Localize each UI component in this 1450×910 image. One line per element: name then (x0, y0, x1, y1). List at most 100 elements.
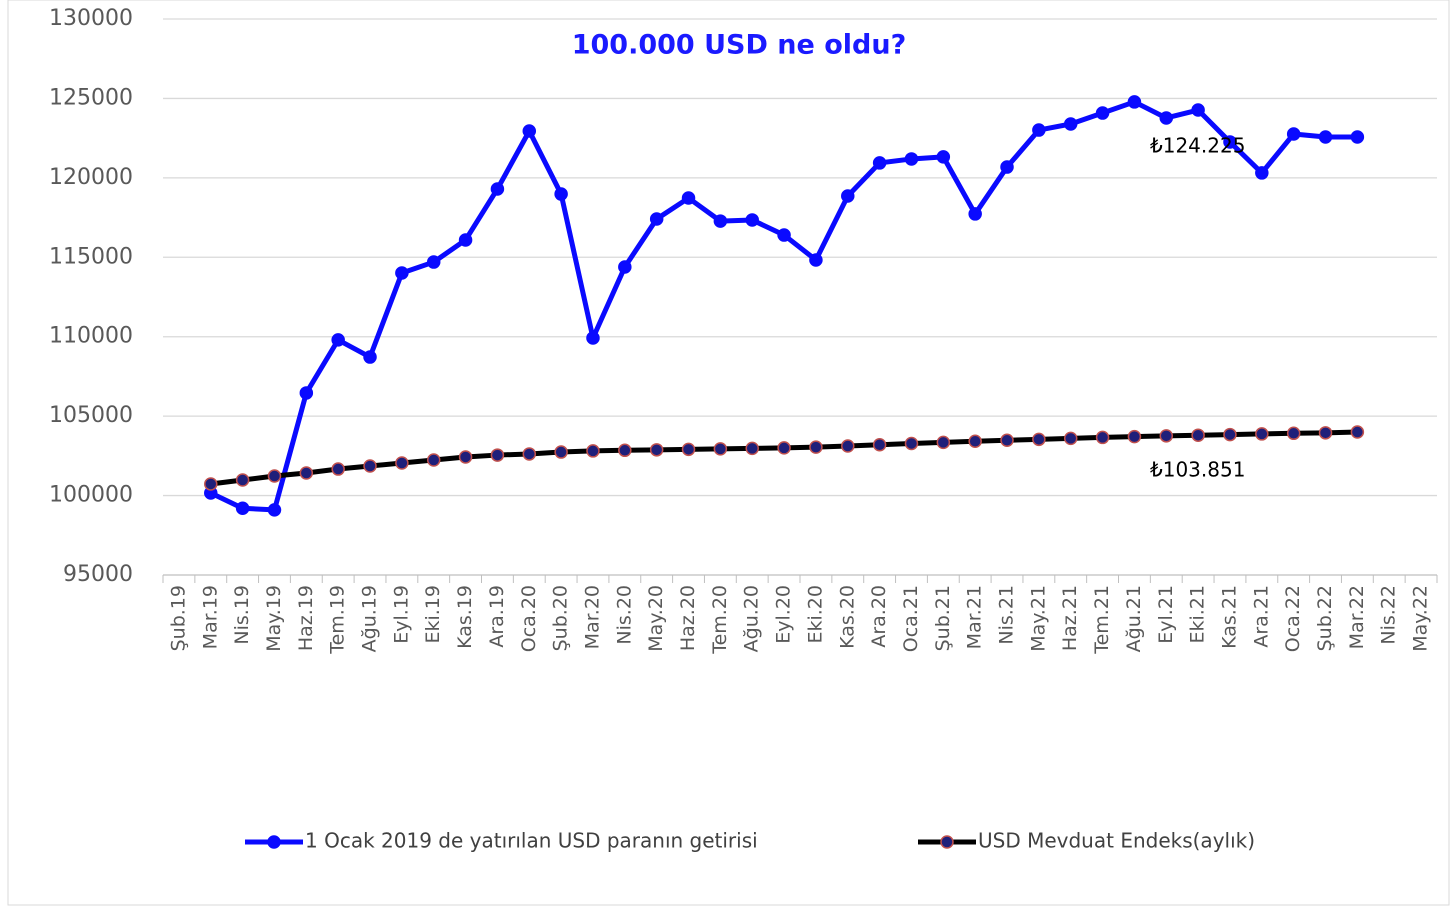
marker (522, 447, 537, 461)
marker (713, 442, 728, 456)
x-tick-label: Oca.22 (1282, 585, 1304, 652)
marker (1000, 433, 1014, 448)
marker (809, 440, 823, 454)
legend-marker (267, 835, 281, 849)
x-tick-label: Oca.20 (518, 585, 540, 652)
marker (363, 459, 377, 473)
x-tick-label: Eki.19 (422, 585, 444, 644)
marker (522, 124, 537, 138)
marker (1191, 103, 1205, 117)
marker (841, 189, 855, 203)
marker (331, 462, 345, 476)
marker (1255, 166, 1269, 180)
x-tick-label: Şub.19 (167, 585, 189, 651)
marker (1223, 135, 1237, 149)
marker (267, 469, 282, 483)
marker (936, 435, 951, 450)
marker (936, 150, 951, 164)
marker (1318, 426, 1333, 440)
marker (490, 182, 505, 196)
marker (554, 187, 568, 201)
marker (1095, 106, 1110, 120)
marker (904, 436, 919, 451)
marker (490, 448, 505, 462)
marker (968, 434, 982, 448)
marker (235, 501, 250, 516)
marker (395, 456, 409, 470)
x-tick-label: Şub.21 (932, 585, 954, 651)
x-tick-label: Nis.22 (1378, 585, 1400, 645)
x-tick-label: Ara.21 (1250, 585, 1272, 648)
marker (426, 255, 441, 269)
marker (204, 477, 218, 491)
marker (872, 437, 887, 452)
x-tick-label: Ağu.19 (359, 585, 381, 652)
marker (426, 453, 441, 467)
marker (649, 443, 664, 457)
annotation: ₺124.225 (1150, 134, 1245, 158)
marker (1286, 426, 1301, 441)
marker (1095, 430, 1110, 445)
marker (681, 191, 696, 205)
x-tick-label: Haz.21 (1059, 585, 1081, 651)
marker (745, 441, 759, 456)
x-tick-label: Oca.21 (900, 585, 922, 652)
marker (1032, 123, 1046, 137)
marker (872, 156, 887, 170)
marker (1000, 160, 1014, 174)
marker (681, 442, 696, 457)
x-tick-label: Ağu.21 (1123, 585, 1145, 652)
marker (458, 450, 473, 464)
marker (777, 441, 791, 455)
marker (1350, 130, 1365, 144)
marker (1063, 117, 1078, 131)
legend-label: USD Mevduat Endeks(aylık) (978, 829, 1255, 853)
x-tick-label: Tem.20 (709, 585, 731, 655)
y-tick-label: 95000 (63, 562, 133, 587)
x-tick-label: May.20 (645, 585, 667, 652)
marker (1127, 429, 1142, 444)
x-tick-label: Nis.20 (613, 585, 635, 645)
x-tick-label: May.19 (263, 585, 285, 652)
x-tick-label: Şub.20 (550, 585, 572, 651)
x-tick-label: May.21 (1027, 585, 1049, 652)
x-tick-label: Şub.22 (1314, 585, 1336, 651)
marker (1255, 427, 1269, 441)
y-tick-label: 130000 (49, 6, 133, 31)
x-tick-label: Kas.20 (836, 585, 858, 649)
chart-frame (7, 0, 1450, 906)
marker (1223, 427, 1237, 442)
marker (1032, 432, 1046, 447)
marker (809, 253, 823, 267)
marker (1063, 431, 1078, 446)
marker (554, 445, 568, 459)
y-tick-label: 110000 (49, 324, 133, 349)
marker (1159, 429, 1174, 443)
marker (745, 213, 759, 227)
y-tick-label: 105000 (49, 403, 133, 428)
x-tick-label: Eyl.21 (1155, 585, 1177, 644)
x-tick-label: Haz.20 (677, 585, 699, 651)
marker (1127, 95, 1142, 109)
marker (395, 266, 409, 280)
y-tick-label: 125000 (49, 85, 133, 110)
annotation: ₺103.851 (1150, 458, 1245, 482)
x-tick-label: Eyl.19 (390, 585, 412, 644)
marker (267, 503, 282, 517)
marker (649, 212, 664, 226)
x-tick-label: Eki.21 (1187, 585, 1209, 644)
x-tick-label: Mar.19 (199, 585, 221, 649)
marker (841, 439, 855, 453)
marker (586, 444, 600, 458)
x-tick-label: Haz.19 (295, 585, 317, 651)
marker (904, 152, 919, 166)
marker (1159, 111, 1174, 125)
marker (618, 260, 632, 274)
marker (331, 333, 345, 347)
x-tick-label: Ara.20 (868, 585, 890, 648)
x-tick-label: May.22 (1410, 585, 1432, 652)
marker (235, 473, 250, 487)
x-tick-label: Mar.22 (1346, 585, 1368, 649)
marker (713, 214, 728, 228)
